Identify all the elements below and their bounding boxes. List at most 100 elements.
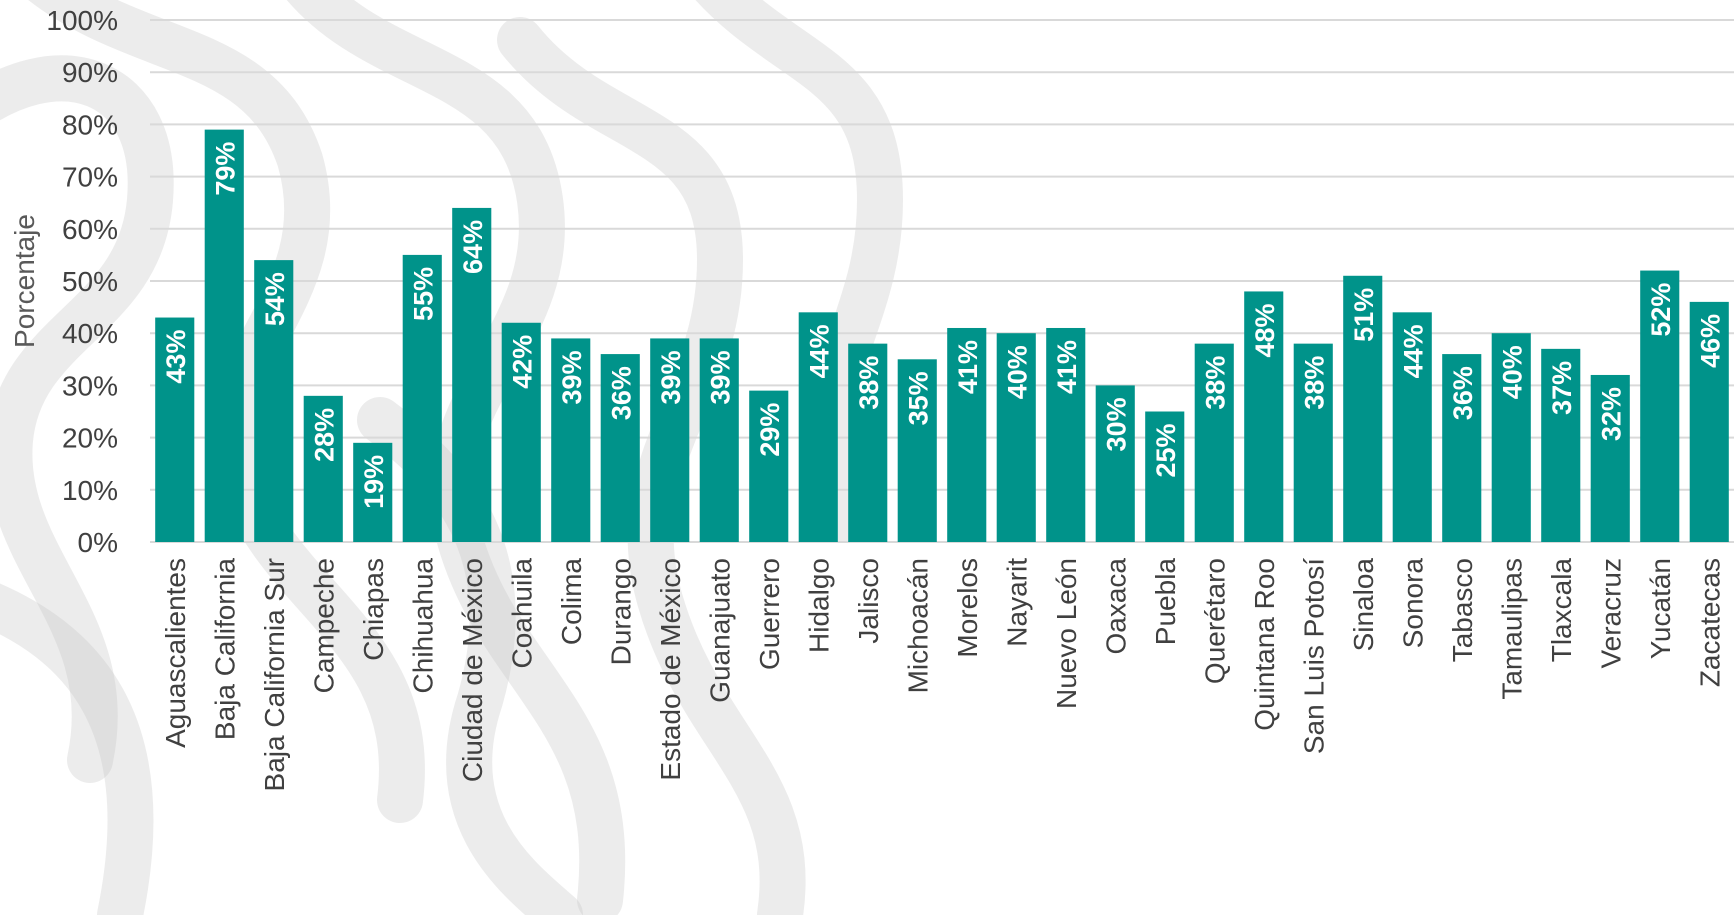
bar — [1590, 374, 1630, 542]
bar-value-label: 42% — [507, 335, 537, 389]
category-label: Quintana Roo — [1249, 558, 1280, 731]
bar-value-label: 43% — [161, 330, 191, 384]
category-label: Chihuahua — [407, 558, 438, 694]
y-tick-label: 70% — [62, 162, 118, 193]
category-label: Coahuila — [506, 558, 537, 669]
category-label: Tlaxcala — [1546, 558, 1577, 663]
bar — [353, 442, 393, 542]
y-tick-label: 80% — [62, 109, 118, 140]
bar — [1244, 291, 1284, 542]
bar-value-label: 48% — [1250, 303, 1280, 357]
bar — [650, 338, 690, 542]
bar-value-label: 32% — [1596, 387, 1626, 441]
category-label: Nuevo León — [1051, 558, 1082, 709]
bar — [452, 207, 492, 543]
bar — [204, 129, 244, 542]
category-label: Tamaulipas — [1496, 558, 1527, 700]
bar — [1194, 343, 1234, 542]
bar-value-label: 36% — [1448, 366, 1478, 420]
category-label: Yucatán — [1645, 558, 1676, 659]
bar — [749, 390, 789, 542]
category-label: Aguascalientes — [160, 558, 191, 748]
bar-value-label: 38% — [854, 356, 884, 410]
bar-value-label: 79% — [210, 142, 240, 196]
bar — [1293, 343, 1333, 542]
category-label: Baja California — [209, 558, 240, 741]
category-label: Sonora — [1397, 558, 1428, 649]
bar-value-label: 41% — [1052, 340, 1082, 394]
bar — [1442, 354, 1482, 542]
bar-value-label: 28% — [309, 408, 339, 462]
bar-value-label: 44% — [1398, 324, 1428, 378]
category-label: Veracruz — [1595, 558, 1626, 669]
bar-value-label: 44% — [804, 324, 834, 378]
category-label: Querétaro — [1199, 558, 1230, 684]
bar-value-label: 19% — [359, 455, 389, 509]
bar — [1095, 385, 1135, 542]
bar — [155, 317, 195, 542]
bar-value-label: 39% — [705, 350, 735, 404]
bar-value-label: 39% — [656, 350, 686, 404]
category-label: Jalisco — [853, 558, 884, 644]
y-tick-label: 50% — [62, 266, 118, 297]
category-label: Puebla — [1150, 558, 1181, 646]
bar — [402, 254, 442, 542]
category-label: Nayarit — [1001, 558, 1032, 647]
bar-value-label: 40% — [1497, 345, 1527, 399]
y-tick-label: 10% — [62, 475, 118, 506]
bar-value-label: 35% — [903, 371, 933, 425]
category-labels: Aguascalientes Baja California Baja Califo… — [160, 558, 1726, 792]
bar-value-label: 41% — [953, 340, 983, 394]
bar-value-label: 52% — [1646, 283, 1676, 337]
category-label: Ciudad de México — [457, 558, 488, 782]
y-tick-label: 0% — [78, 527, 118, 558]
bar — [551, 338, 591, 542]
bar-value-label: 64% — [458, 220, 488, 274]
category-label: Zacatecas — [1694, 558, 1725, 687]
bar-value-label: 55% — [408, 267, 438, 321]
category-label: Estado de México — [655, 558, 686, 781]
bar — [1491, 333, 1531, 542]
background-swirl — [357, 397, 583, 915]
y-tick-label: 30% — [62, 370, 118, 401]
y-tick-label: 20% — [62, 423, 118, 454]
category-label: Oaxaca — [1100, 558, 1131, 655]
bar-value-label: 39% — [557, 350, 587, 404]
bar — [947, 327, 987, 542]
bar — [303, 395, 343, 542]
category-label: Chiapas — [358, 558, 389, 661]
bar — [1046, 327, 1086, 542]
y-tick-label: 60% — [62, 214, 118, 245]
category-label: Guanajuato — [704, 558, 735, 703]
category-label: Guerrero — [754, 558, 785, 670]
y-tick-label: 90% — [62, 57, 118, 88]
bar — [1640, 270, 1680, 542]
bar — [1541, 348, 1581, 542]
bar — [996, 333, 1036, 542]
y-axis-ticks: 0% 10% 20% 30% 40% 50% 60% 70% 80% 90% 100% — [46, 5, 118, 558]
bar — [254, 260, 294, 542]
bar-value-label: 54% — [260, 272, 290, 326]
bar — [501, 322, 541, 542]
bar-value-label: 36% — [606, 366, 636, 420]
bar — [1392, 312, 1432, 542]
bar-value-label: 25% — [1151, 424, 1181, 478]
bar-value-label: 46% — [1695, 314, 1725, 368]
category-label: Sinaloa — [1348, 558, 1379, 652]
bar-value-label: 29% — [755, 403, 785, 457]
bar-value-label: 38% — [1299, 356, 1329, 410]
category-label: San Luis Potosí — [1298, 558, 1329, 754]
category-label: Michoacán — [902, 558, 933, 693]
bar-value-label: 40% — [1002, 345, 1032, 399]
bar — [1689, 301, 1729, 542]
category-label: Morelos — [952, 558, 983, 658]
category-label: Tabasco — [1447, 558, 1478, 662]
bar — [600, 354, 640, 542]
bar-value-label: 38% — [1200, 356, 1230, 410]
category-label: Colima — [556, 558, 587, 646]
value-labels: 43% 79% 54% 28% 19% 55% 64% 42% 39% 36% 39% 39% 29% 4… — [161, 142, 1726, 509]
bar-value-label: 37% — [1547, 361, 1577, 415]
bar — [897, 359, 937, 542]
